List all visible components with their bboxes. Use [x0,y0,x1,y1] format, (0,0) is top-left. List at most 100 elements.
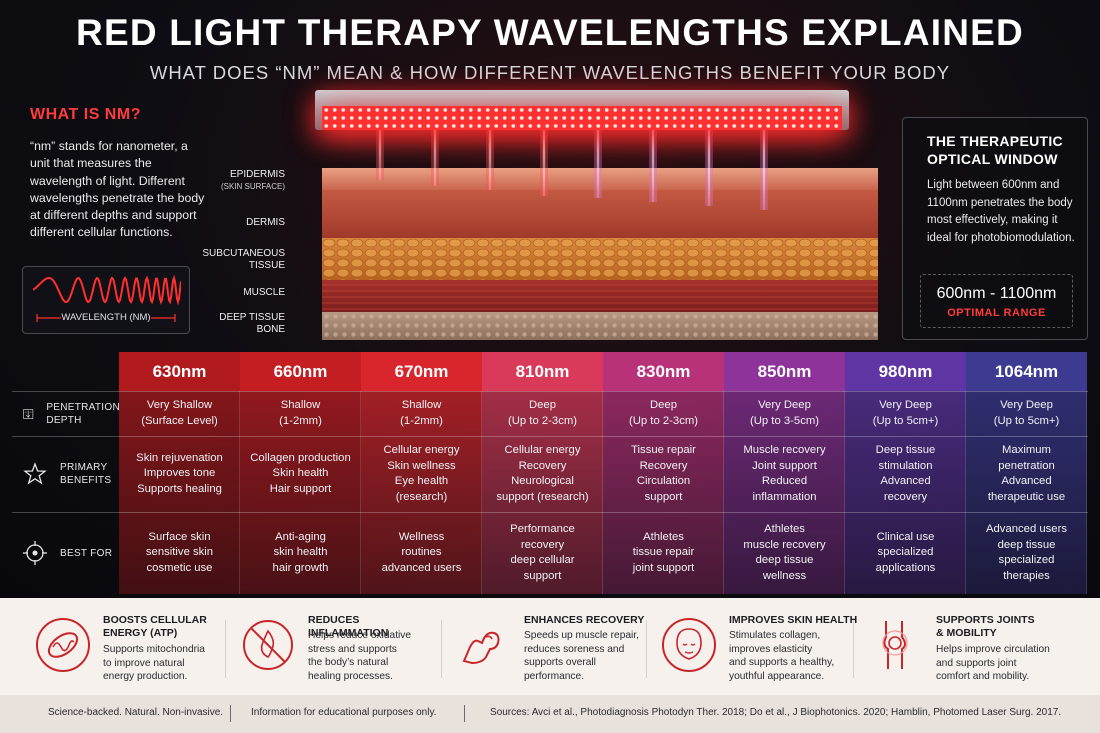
light-beam [433,118,437,186]
light-beam [378,118,382,180]
benefit-separator [225,620,226,678]
cell-line: Circulation [636,475,691,487]
cell-line: support (research) [496,490,589,503]
benefit-title: SUPPORTS JOINTS & MOBILITY [936,614,1035,640]
light-beams [376,118,768,210]
cell-line: cosmetic use [146,561,213,574]
label-subcutaneous-1: SUBCUTANEOUS [202,248,285,259]
no-inflammation-icon [243,620,293,670]
cell-line: (Up to 5cm+) [872,414,939,427]
cell-line: joint support [632,561,695,574]
benefit-description: Helps reduce oxidative stress and support… [308,629,411,683]
cell-line: Deep tissue [875,444,936,456]
benefit-description-line: and supports joint [936,657,1017,669]
cell-best-for: Performance recovery deep cellular support [482,512,603,594]
cell-line: deep tissue [755,554,814,566]
cell-line: Surface skin [148,530,211,543]
cell-depth: Deep (Up to 2-3cm) [603,391,724,436]
column-header: 850nm [724,352,845,391]
cell-line: muscle recovery [743,538,826,551]
column-header: 810nm [482,352,603,391]
cell-benefits: Tissue repair Recovery Circulation support [603,436,724,512]
optical-window-title: THE THERAPEUTIC OPTICAL WINDOW [927,133,1063,167]
tissue-cross-section [322,168,878,340]
footer-tagline: Science-backed. Natural. Non-invasive. [48,707,224,718]
benefit-separator [853,620,854,678]
column-header: 630nm [119,352,240,391]
optical-window-panel: THE THERAPEUTIC OPTICAL WINDOW Light bet… [902,117,1088,340]
light-beam [651,118,655,202]
benefit-description-line: and supports a healthy, [729,657,835,668]
benefits-bar: BOOSTS CELLULAR ENERGY (ATP) Supports mito… [0,598,1100,695]
benefit-title-line: ENERGY (ATP) [103,627,178,639]
cell-line: Deep [649,399,677,411]
column-0-background [119,352,240,594]
wavelength-diagram: WAVELENGTH (NM) [22,266,190,334]
benefit-description: Supports mitochondria to improve natural e… [103,643,205,684]
cell-line: (Up to 3-5cm) [749,414,820,427]
cell-line: Cellular energy [504,444,581,456]
cell-line: Joint support [752,459,817,472]
label-muscle: MUSCLE [243,287,285,298]
cell-line: (1-2mm) [279,414,322,427]
cell-line: recovery [520,538,565,551]
column-3-background [482,352,603,594]
cell-line: specialized [998,554,1055,566]
cell-best-for: Anti-aging skin health hair growth [240,512,361,594]
cell-line: applications [875,561,936,574]
cell-line: deep tissue [997,538,1056,551]
cell-line: Clinical use [876,530,935,543]
benefit-description-line: Helps improve circulation [936,644,1050,655]
cell-line: recovery [883,490,928,503]
cell-line: advanced users [381,561,462,574]
row-label-benefits: PRIMARY BENEFITS [12,436,120,512]
what-is-nm-body: “nm” stands for nanometer, a unit that m… [30,139,205,240]
light-beam [542,118,546,196]
cell-line: Skin rejuvenation [136,451,223,464]
cell-line: Deep [528,399,556,411]
label-epidermis-text: EPIDERMIS [229,169,285,180]
benefit-item: IMPROVES SKIN HEALTH Stimulates collagen,… [661,598,861,695]
label-deep-tissue: DEEP TISSUE BONE [219,312,285,336]
column-header: 660nm [240,352,361,391]
benefit-item: REDUCES INFLAMMATION Helps reduce oxidati… [240,598,440,695]
cell-line: therapeutic use [987,490,1066,503]
column-header: 1064nm [966,352,1087,391]
cell-depth: Deep (Up to 2-3cm) [482,391,603,436]
benefit-description-line: stress and supports [308,643,397,655]
cell-line: deep cellular [510,554,575,566]
cell-benefits: Maximum penetration Advanced therapeutic us… [966,436,1087,512]
optimal-range-value: 600nm - 1100nm [936,285,1057,302]
cell-line: (research) [395,490,448,503]
cell-best-for: Surface skin sensitive skin cosmetic use [119,512,240,594]
row-label-penetration-2: DEPTH [46,414,82,426]
cell-line: Shallow [401,399,442,411]
cell-depth: Shallow (1-2mm) [361,391,482,436]
benefit-item: ENHANCES RECOVERY Speeds up muscle repair… [456,598,656,695]
cell-line: Improves tone [143,467,216,480]
benefit-description-line: Stimulates collagen, [729,630,821,641]
cell-best-for: Athletes tissue repair joint support [603,512,724,594]
wavelength-label: WAVELENGTH (NM) [61,312,151,323]
cell-line: support [523,569,562,582]
footer-disclaimer: Information for educational purposes onl… [251,707,437,718]
cell-line: tissue repair [632,546,695,559]
cell-benefits: Cellular energy Recovery Neurological suppo… [482,436,603,512]
cell-line: Supports healing [137,482,222,495]
benefit-description-line: reduces soreness and [524,643,625,655]
cell-line: penetration [998,459,1055,472]
knee-joint-icon [882,621,908,669]
flexed-arm-icon [462,631,500,665]
penetration-depth-icon [23,408,34,419]
light-beam [488,118,492,190]
cell-line: Skin wellness [387,459,456,472]
star-icon [23,462,47,485]
cell-line: inflammation [752,490,817,503]
benefit-description-line: supports overall [524,657,596,668]
optimal-range-box: 600nm - 1100nm OPTIMAL RANGE [920,274,1073,328]
benefit-description-line: energy production. [103,671,188,682]
cell-depth: Very Deep (Up to 5cm+) [845,391,966,436]
target-icon [23,541,47,565]
cell-benefits: Muscle recovery Joint support Reduced infla… [724,436,845,512]
cell-best-for: Clinical use specialized applications [845,512,966,594]
